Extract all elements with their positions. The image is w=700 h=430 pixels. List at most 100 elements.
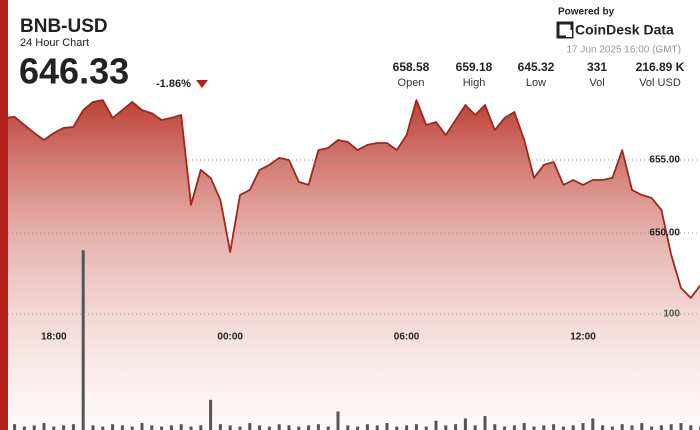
volume-bar (483, 416, 487, 430)
stat-value: 645.32 (518, 60, 555, 74)
title: BNB-USD (20, 16, 108, 37)
volume-bar (150, 425, 154, 430)
volume-bar (130, 426, 134, 430)
volume-bar (111, 424, 115, 430)
stat-value: 331 (587, 60, 607, 74)
volume-bar (160, 426, 164, 430)
volume-bar (669, 424, 673, 430)
brand-name: CoinDesk Data (575, 22, 674, 38)
volume-bar (267, 426, 271, 430)
volume-bar (189, 426, 193, 430)
volume-bar (140, 423, 144, 430)
accent-bar (0, 0, 8, 430)
volume-bar (169, 425, 173, 430)
change: -1.86% (156, 78, 191, 90)
volume-bar (248, 423, 252, 430)
subtitle: 24 Hour Chart (20, 37, 89, 49)
volume-bar (209, 399, 213, 430)
volume-bar (581, 423, 585, 430)
volume-bar (493, 424, 497, 430)
volume-bar (503, 426, 507, 430)
timestamp: 17 Jun 2025 16:00 (GMT) (566, 45, 681, 56)
stat-label: Low (526, 77, 546, 89)
x-tick-label: 06:00 (394, 332, 420, 343)
volume-bar (601, 425, 605, 430)
y-tick-label: 655.00 (649, 155, 680, 166)
volume-bar (326, 426, 330, 430)
price: 646.33 (19, 51, 129, 92)
price-line (8, 99, 700, 299)
stat-label: High (463, 77, 486, 89)
volume-bar (571, 425, 575, 430)
volume-bar (307, 425, 311, 430)
down-arrow (196, 80, 208, 88)
volume-bar (316, 424, 320, 430)
stat-label: Vol USD (639, 77, 681, 89)
volume-bar (405, 425, 409, 430)
volume-bar (179, 424, 183, 430)
volume-bar (71, 424, 75, 430)
volume-bar (32, 425, 36, 430)
volume-bar (532, 426, 536, 430)
y-tick-label: 650.00 (649, 228, 680, 239)
volume-bar (238, 426, 242, 430)
stat-label: Vol (589, 77, 604, 89)
volume-bar (385, 423, 389, 430)
volume-bar (346, 425, 350, 430)
stats: 658.58 Open 659.18 High 645.32 Low 331 Vol 216.8… (393, 60, 685, 89)
volume-bar (218, 424, 222, 430)
volume-bar (356, 426, 360, 430)
volume-bar (561, 426, 565, 430)
volume-bar (522, 423, 526, 430)
volume-bar (542, 425, 546, 430)
volume-bar (473, 425, 477, 430)
stat-value: 658.58 (393, 60, 430, 74)
volume-bar (659, 425, 663, 430)
volume-bar (365, 424, 369, 430)
volume-bar (13, 424, 17, 430)
volume-bar (679, 423, 683, 430)
volume-bar (454, 424, 458, 430)
volume-bar (277, 424, 281, 430)
volume-bar (650, 426, 654, 430)
volume-bar (52, 426, 56, 430)
x-tick-label: 12:00 (570, 332, 596, 343)
volume-bar (640, 423, 644, 430)
volume-bar (463, 418, 467, 430)
volume-bar (120, 425, 124, 430)
volume-bar (81, 250, 85, 430)
volume-bar (336, 411, 340, 430)
volume-bar (22, 426, 26, 430)
volume-bar (444, 425, 448, 430)
x-tick-label: 18:00 (41, 332, 67, 343)
volume-bar (620, 424, 624, 430)
volume-bar (375, 425, 379, 430)
price-area (8, 100, 700, 430)
volume-bar (62, 425, 66, 430)
volume-bar (199, 425, 203, 430)
powered-by: Powered by (558, 7, 615, 18)
stat-value: 216.89 K (636, 60, 685, 74)
volume-bar (591, 418, 595, 430)
logo-icon (556, 21, 574, 39)
volume-bar (395, 426, 399, 430)
volume-bar (689, 425, 693, 430)
volume-bar (228, 425, 232, 430)
volume-bar (424, 426, 428, 430)
volume-bar (552, 424, 556, 430)
volume-bar (91, 425, 95, 430)
stat-value: 659.18 (456, 60, 493, 74)
volume-bar (610, 426, 614, 430)
volume-bar (297, 426, 301, 430)
volume-bar (414, 424, 418, 430)
x-tick-label: 00:00 (217, 332, 243, 343)
volume-bar (434, 420, 438, 430)
y2-tick-label: 100 (663, 309, 680, 320)
volume-bar (101, 426, 105, 430)
volume-bar (630, 425, 634, 430)
volume-bar (258, 425, 262, 430)
volume-bar (512, 425, 516, 430)
volume-bar (287, 425, 291, 430)
stat-label: Open (398, 77, 425, 89)
